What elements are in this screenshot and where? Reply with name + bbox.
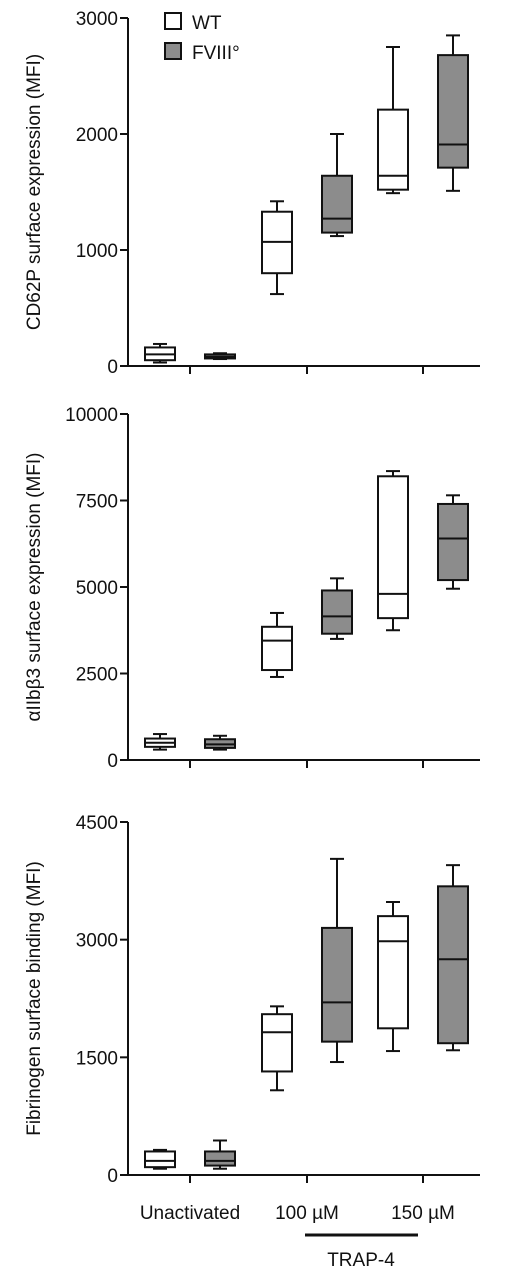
box-wt [261, 611, 293, 678]
legend-swatch-wt [164, 12, 182, 30]
box-wt [377, 470, 409, 632]
box-fviii [204, 734, 236, 751]
trap4-group-label: TRAP-4 [327, 1250, 395, 1271]
y-tick-label: 7500 [76, 492, 118, 513]
y-tick-label: 2000 [76, 125, 118, 146]
box-fviii [437, 34, 469, 192]
iqr-box [321, 926, 353, 1043]
box-fviii [437, 864, 469, 1052]
iqr-box [377, 915, 409, 1030]
box-wt [144, 733, 176, 751]
x-category-label: 100 µM [275, 1203, 339, 1224]
x-axis-labels: Unactivated 100 µM 150 µM TRAP-4 [140, 1203, 455, 1271]
y-tick-label: 3000 [76, 931, 118, 952]
y-axis-label: Fibrinogen surface binding (MFI) [24, 861, 45, 1136]
legend-swatch-fviii [164, 42, 182, 60]
y-tick-label: 5000 [76, 578, 118, 599]
iqr-box [204, 1150, 236, 1167]
y-axis-label: CD62P surface expression (MFI) [24, 54, 45, 330]
box-fviii [437, 494, 469, 590]
box-fviii [321, 577, 353, 640]
iqr-box [261, 1013, 293, 1073]
box-wt [377, 46, 409, 195]
iqr-box [377, 475, 409, 620]
box-wt [144, 1148, 176, 1170]
iqr-box [144, 1150, 176, 1169]
iqr-box [321, 589, 353, 635]
iqr-box [321, 174, 353, 234]
iqr-box [437, 502, 469, 582]
y-tick-label: 10000 [65, 405, 118, 426]
chart-panel: 0 1000 2000 3000 CD62P surface expression (M… [24, 9, 480, 378]
legend: WT FVIII° [164, 12, 240, 64]
x-category-label: Unactivated [140, 1203, 240, 1224]
legend-label-fviii: FVIII° [192, 43, 240, 64]
box-wt [261, 200, 293, 296]
iqr-box [437, 54, 469, 169]
box-fviii [204, 352, 236, 361]
iqr-box [377, 108, 409, 191]
y-tick-label: 1000 [76, 241, 118, 262]
legend-label-wt: WT [192, 13, 222, 34]
box-wt [377, 901, 409, 1053]
y-tick-label: 0 [107, 357, 118, 378]
x-category-label: 150 µM [391, 1203, 455, 1224]
box-fviii [321, 857, 353, 1064]
iqr-box [437, 885, 469, 1045]
y-axis-label: αIIbβ3 surface expression (MFI) [24, 453, 45, 722]
y-tick-label: 1500 [76, 1048, 118, 1069]
y-tick-label: 0 [107, 751, 118, 772]
y-tick-label: 3000 [76, 9, 118, 30]
y-tick-label: 0 [107, 1166, 118, 1187]
y-tick-label: 4500 [76, 813, 118, 834]
iqr-box [261, 625, 293, 672]
box-wt [144, 342, 176, 364]
chart-panel: 0 2500 5000 7500 10000 αIIbβ3 surface express… [24, 405, 480, 772]
box-wt [261, 1005, 293, 1092]
box-fviii [321, 133, 353, 238]
box-fviii [204, 1139, 236, 1170]
chart-panel: 0 1500 3000 4500 Fibrinogen surface binding … [24, 813, 480, 1187]
y-tick-label: 2500 [76, 665, 118, 686]
